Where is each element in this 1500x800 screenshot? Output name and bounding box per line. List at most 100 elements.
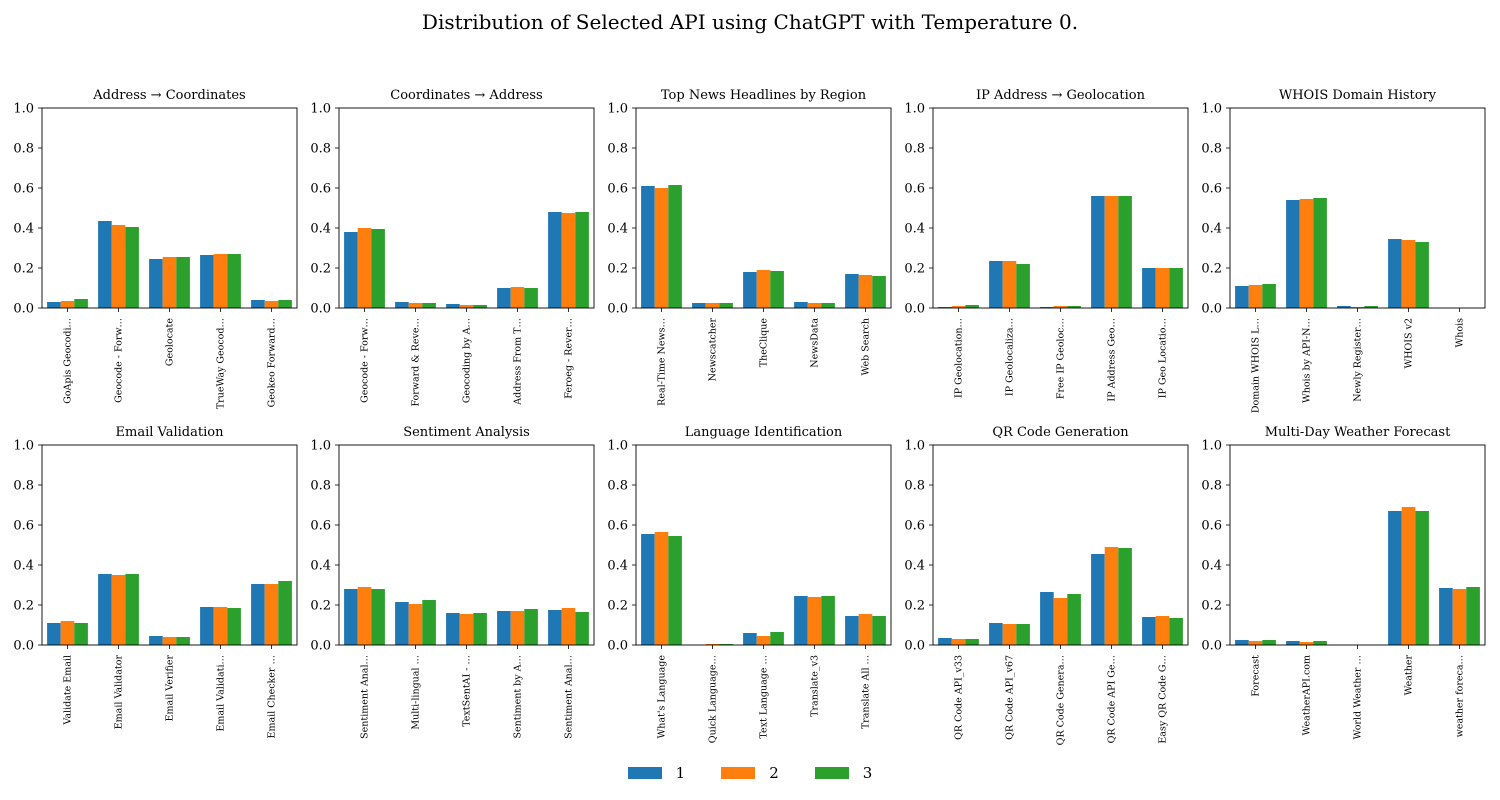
x-tick-label: IP Geo Locatio… xyxy=(1158,318,1169,398)
bar-series-1 xyxy=(1286,200,1300,308)
x-tick-label: Geokeo Forward… xyxy=(267,318,278,407)
bar-series-2 xyxy=(1248,641,1263,645)
y-tick-label: 0.4 xyxy=(1201,222,1222,237)
bar-series-3 xyxy=(1313,641,1327,645)
bar-series-2 xyxy=(654,188,669,308)
bar-series-3 xyxy=(575,612,589,645)
y-tick-label: 0.4 xyxy=(310,222,331,237)
x-tick-label: Newscatcher xyxy=(708,318,719,382)
bar-series-3 xyxy=(473,305,487,308)
bar-series-3 xyxy=(524,609,538,645)
y-tick-label: 0.2 xyxy=(904,599,925,614)
x-tick-label: Sentiment by A… xyxy=(513,655,524,739)
bar-series-1 xyxy=(1286,641,1300,645)
subplot-8: Language Identification 0.0 0.2 0.4 0.6 0.8 1.… xyxy=(607,425,892,743)
bar-series-1 xyxy=(548,212,562,308)
x-tick-label: Geocode - Forw… xyxy=(114,318,125,403)
y-tick-label: 0.8 xyxy=(607,479,628,494)
bar-series-2 xyxy=(1401,240,1416,308)
x-tick-label: QR Code API Ge… xyxy=(1107,655,1118,743)
x-tick-label: weather foreca… xyxy=(1455,655,1466,737)
bar-series-3 xyxy=(1118,196,1132,308)
subplot-7: Sentiment Analysis 0.0 0.2 0.4 0.6 0.8 1.0 Sent… xyxy=(310,425,595,739)
x-tick-label: Geocode - Forw… xyxy=(360,318,371,403)
y-tick-label: 0.4 xyxy=(904,559,925,574)
x-tick-label: Newly Register… xyxy=(1353,318,1364,402)
x-tick-label: Translate All … xyxy=(861,655,872,729)
x-tick-label: Validate Email xyxy=(63,655,74,726)
bar-series-2 xyxy=(807,597,822,645)
y-tick-label: 0.6 xyxy=(607,182,628,197)
bar-series-2 xyxy=(756,270,771,308)
x-tick-label: Text Language … xyxy=(759,655,770,739)
axes-frame xyxy=(41,444,298,646)
subplot-title: Coordinates → Address xyxy=(390,88,542,103)
x-tick-label: Sentiment Anal… xyxy=(360,655,371,739)
subplot-3: Top News Headlines by Region 0.0 0.2 0.4 0.6… xyxy=(607,88,892,406)
y-tick-label: 1.0 xyxy=(1201,102,1222,117)
bar-series-2 xyxy=(561,608,576,645)
bar-series-2 xyxy=(357,587,372,645)
y-tick-label: 0.0 xyxy=(607,639,628,654)
x-tick-label: Web Search xyxy=(861,318,872,376)
bar-series-2 xyxy=(1053,306,1068,308)
bar-series-3 xyxy=(74,299,88,308)
x-tick-label: What's Language xyxy=(657,655,668,739)
bar-series-2 xyxy=(1248,285,1263,308)
bar-series-1 xyxy=(938,638,952,645)
bar-series-3 xyxy=(422,600,436,645)
bar-series-2 xyxy=(807,303,822,308)
bar-series-2 xyxy=(111,225,126,308)
bar-series-1 xyxy=(149,636,163,645)
x-tick-label: Quick Language… xyxy=(708,655,719,743)
x-tick-label: Forward & Reve… xyxy=(411,318,422,407)
bar-series-2 xyxy=(459,614,474,645)
x-tick-label: TrueWay Geocod… xyxy=(216,318,227,409)
bar-series-2 xyxy=(264,301,279,308)
bar-series-2 xyxy=(1155,616,1170,645)
bar-series-2 xyxy=(1053,598,1068,645)
y-tick-label: 0.2 xyxy=(13,599,34,614)
bar-series-3 xyxy=(1415,511,1429,645)
x-tick-label: IP Address Geo… xyxy=(1107,318,1118,402)
y-tick-label: 1.0 xyxy=(607,102,628,117)
bar-series-2 xyxy=(510,287,525,308)
bar-series-1 xyxy=(794,596,808,645)
bar-series-3 xyxy=(176,637,190,645)
bar-series-3 xyxy=(125,574,139,645)
axes-frame xyxy=(338,107,595,309)
y-tick-label: 1.0 xyxy=(904,439,925,454)
bar-series-2 xyxy=(357,228,372,308)
x-tick-label: Domain WHOIS L… xyxy=(1251,318,1262,413)
y-tick-label: 1.0 xyxy=(1201,439,1222,454)
x-tick-label: GoApis Geocodi… xyxy=(63,318,74,404)
x-tick-label: Email Verifier xyxy=(165,655,176,722)
bar-series-1 xyxy=(845,616,859,645)
x-tick-label: NewsData xyxy=(810,318,821,368)
bar-series-2 xyxy=(756,636,771,645)
axes-frame xyxy=(932,107,1189,309)
bar-series-1 xyxy=(1142,617,1156,645)
y-tick-label: 0.0 xyxy=(904,639,925,654)
y-tick-label: 0.0 xyxy=(13,639,34,654)
x-tick-label: IP Geolocaliza… xyxy=(1005,318,1016,396)
bar-series-2 xyxy=(858,614,873,645)
y-tick-label: 0.6 xyxy=(310,182,331,197)
y-tick-label: 0.2 xyxy=(310,262,331,277)
bar-series-3 xyxy=(1466,587,1480,645)
bar-series-2 xyxy=(60,621,75,645)
bar-series-3 xyxy=(1118,548,1132,645)
legend-swatch-2 xyxy=(721,767,756,779)
y-tick-label: 0.4 xyxy=(13,559,34,574)
bar-series-3 xyxy=(770,271,784,308)
x-tick-label: IP Geolocation… xyxy=(954,318,965,398)
x-tick-label: Whois by API-N… xyxy=(1302,318,1313,403)
bar-series-1 xyxy=(497,288,511,308)
bar-series-3 xyxy=(1262,284,1276,308)
bar-series-3 xyxy=(1364,306,1378,308)
x-tick-label: Geolocate xyxy=(165,318,176,366)
subplot-6: Email Validation 0.0 0.2 0.4 0.6 0.8 1.0 Valida… xyxy=(13,425,298,738)
legend-swatch-1 xyxy=(627,767,662,779)
bar-series-2 xyxy=(162,637,177,645)
bar-series-1 xyxy=(344,589,358,645)
